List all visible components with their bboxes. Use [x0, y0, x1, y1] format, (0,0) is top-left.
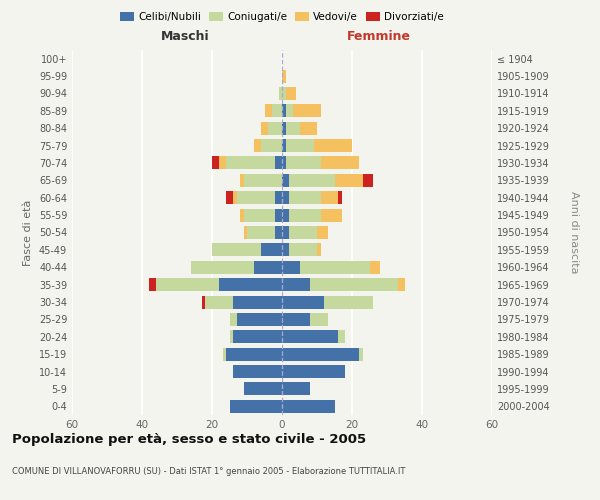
Bar: [282, 226, 289, 239]
Bar: [282, 365, 345, 378]
Bar: [156, 278, 219, 291]
Bar: [254, 260, 282, 274]
Bar: [240, 174, 244, 187]
Bar: [282, 174, 289, 187]
Bar: [338, 191, 341, 204]
Bar: [282, 156, 286, 170]
Bar: [223, 348, 226, 360]
Bar: [320, 156, 359, 170]
Bar: [314, 139, 352, 152]
Bar: [282, 260, 299, 274]
Bar: [282, 296, 324, 308]
Text: Femmine: Femmine: [347, 30, 410, 43]
Bar: [271, 104, 282, 118]
Bar: [282, 400, 335, 413]
Bar: [244, 174, 282, 187]
Bar: [275, 208, 282, 222]
Bar: [275, 156, 282, 170]
Bar: [286, 122, 299, 134]
Bar: [233, 296, 282, 308]
Bar: [244, 382, 282, 396]
Bar: [310, 278, 398, 291]
Bar: [282, 139, 286, 152]
Bar: [261, 244, 282, 256]
Bar: [278, 87, 282, 100]
Bar: [254, 139, 261, 152]
Bar: [191, 260, 254, 274]
Legend: Celibi/Nubili, Coniugati/e, Vedovi/e, Divorziati/e: Celibi/Nubili, Coniugati/e, Vedovi/e, Di…: [116, 8, 448, 26]
Bar: [226, 191, 233, 204]
Bar: [275, 226, 282, 239]
Bar: [268, 122, 282, 134]
Bar: [293, 104, 320, 118]
Bar: [219, 278, 282, 291]
Bar: [261, 139, 282, 152]
Bar: [219, 156, 226, 170]
Bar: [205, 296, 233, 308]
Bar: [233, 330, 282, 344]
Bar: [370, 260, 380, 274]
Bar: [202, 296, 205, 308]
Bar: [282, 348, 359, 360]
Bar: [289, 174, 335, 187]
Bar: [335, 174, 362, 187]
Bar: [261, 122, 268, 134]
Bar: [282, 122, 286, 134]
Bar: [149, 278, 156, 291]
Bar: [282, 191, 289, 204]
Bar: [299, 122, 317, 134]
Bar: [229, 330, 233, 344]
Bar: [289, 208, 320, 222]
Bar: [320, 208, 341, 222]
Y-axis label: Anni di nascita: Anni di nascita: [569, 191, 579, 274]
Bar: [286, 87, 296, 100]
Bar: [282, 313, 310, 326]
Bar: [317, 226, 328, 239]
Bar: [265, 104, 271, 118]
Bar: [212, 156, 219, 170]
Bar: [282, 278, 310, 291]
Bar: [282, 330, 338, 344]
Bar: [317, 244, 320, 256]
Bar: [286, 156, 320, 170]
Bar: [282, 208, 289, 222]
Bar: [286, 104, 293, 118]
Text: COMUNE DI VILLANOVAFORRU (SU) - Dati ISTAT 1° gennaio 2005 - Elaborazione TUTTIT: COMUNE DI VILLANOVAFORRU (SU) - Dati IST…: [12, 468, 406, 476]
Bar: [247, 226, 275, 239]
Bar: [282, 70, 286, 82]
Bar: [324, 296, 373, 308]
Bar: [229, 400, 282, 413]
Bar: [240, 208, 244, 222]
Text: Maschi: Maschi: [161, 30, 210, 43]
Bar: [229, 313, 236, 326]
Bar: [289, 226, 317, 239]
Bar: [226, 156, 275, 170]
Bar: [212, 244, 261, 256]
Bar: [398, 278, 404, 291]
Bar: [244, 208, 275, 222]
Bar: [282, 104, 286, 118]
Bar: [275, 191, 282, 204]
Bar: [289, 191, 320, 204]
Bar: [362, 174, 373, 187]
Bar: [233, 191, 236, 204]
Bar: [244, 226, 247, 239]
Text: Popolazione per età, sesso e stato civile - 2005: Popolazione per età, sesso e stato civil…: [12, 432, 366, 446]
Bar: [359, 348, 362, 360]
Bar: [282, 87, 286, 100]
Bar: [320, 191, 338, 204]
Bar: [236, 191, 275, 204]
Bar: [282, 244, 289, 256]
Bar: [289, 244, 317, 256]
Bar: [226, 348, 282, 360]
Bar: [282, 382, 310, 396]
Bar: [310, 313, 328, 326]
Bar: [233, 365, 282, 378]
Bar: [338, 330, 345, 344]
Bar: [286, 139, 314, 152]
Bar: [299, 260, 370, 274]
Y-axis label: Fasce di età: Fasce di età: [23, 200, 33, 266]
Bar: [236, 313, 282, 326]
